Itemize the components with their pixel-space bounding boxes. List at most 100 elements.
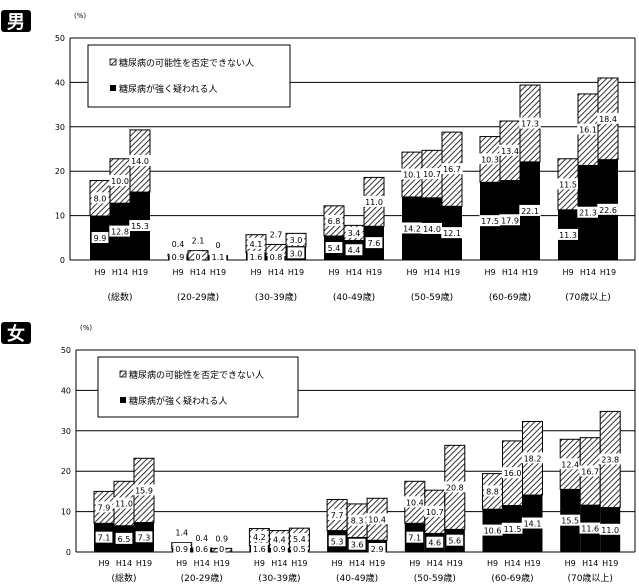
- data-label: 4.2: [253, 533, 266, 542]
- data-label-bg: [247, 251, 265, 262]
- data-label: 10.4: [406, 498, 424, 507]
- data-label: 4.1: [250, 240, 263, 249]
- x-subcategory-label: H9: [487, 559, 498, 568]
- data-label-bg: [251, 543, 268, 554]
- x-subcategory-label: H14: [271, 559, 287, 568]
- data-label: 3.0: [290, 249, 303, 258]
- data-label-bg: [401, 222, 423, 234]
- data-label: 0.9: [175, 545, 188, 554]
- data-label-bg: [291, 533, 308, 545]
- y-tick-label: 40: [61, 386, 71, 395]
- x-subcategory-label: H14: [112, 268, 128, 277]
- data-label: 14.2: [403, 224, 421, 233]
- data-label-bg: [404, 496, 426, 508]
- x-subcategory-label: H14: [427, 559, 443, 568]
- data-label: 11.3: [559, 231, 577, 240]
- data-label: 16.7: [581, 467, 599, 476]
- data-label-bg: [559, 458, 581, 470]
- panel-label: 女: [7, 323, 25, 345]
- data-label-bg: [213, 532, 231, 544]
- x-subcategory-label: H19: [214, 559, 230, 568]
- data-label-bg: [446, 534, 464, 546]
- data-label: 0.4: [172, 240, 185, 249]
- data-label: 1.6: [253, 545, 266, 554]
- x-subcategory-label: H14: [582, 559, 598, 568]
- data-label: 11.5: [559, 180, 577, 189]
- panel-label: 男: [7, 12, 25, 33]
- data-label-bg: [129, 154, 151, 166]
- data-label-bg: [441, 163, 463, 175]
- data-label: 10.1: [403, 171, 421, 180]
- data-label-bg: [173, 526, 191, 538]
- y-tick-label: 50: [55, 34, 65, 43]
- data-label: 10.4: [368, 515, 386, 524]
- data-label-bg: [193, 543, 211, 554]
- data-label-bg: [521, 452, 544, 464]
- x-category-label: (60-69歳): [489, 291, 531, 303]
- data-label: 4.4: [348, 246, 361, 255]
- x-subcategory-label: H9: [94, 268, 105, 277]
- x-subcategory-label: H19: [366, 268, 382, 277]
- data-label-bg: [109, 225, 131, 237]
- data-label-bg: [91, 232, 109, 244]
- legend-box: [97, 356, 299, 418]
- data-label-bg: [365, 237, 383, 249]
- data-label: 1.4: [175, 529, 188, 538]
- x-subcategory-label: H14: [194, 559, 210, 568]
- x-subcategory-label: H9: [98, 559, 109, 568]
- data-label: 6.5: [118, 535, 131, 544]
- y-tick-label: 0: [66, 548, 71, 557]
- x-category-label: (50-59歳): [411, 291, 453, 303]
- y-tick-label: 20: [61, 467, 71, 476]
- data-label-bg: [271, 533, 288, 545]
- y-tick-label: 30: [61, 427, 71, 436]
- data-label-bg: [577, 123, 599, 135]
- data-label-bg: [479, 153, 501, 165]
- data-label-bg: [557, 228, 579, 240]
- data-label: 0.8: [270, 253, 283, 262]
- x-subcategory-label: H19: [524, 559, 540, 568]
- data-label-bg: [501, 467, 524, 479]
- data-label-bg: [287, 234, 305, 246]
- x-category-label: (60-69歳): [491, 572, 533, 583]
- data-label: 10.7: [423, 170, 441, 179]
- y-tick-label: 40: [55, 78, 65, 87]
- data-label: 7.7: [331, 511, 344, 520]
- x-subcategory-label: H19: [291, 559, 307, 568]
- data-label-bg: [113, 497, 135, 509]
- data-label: 9.9: [94, 234, 107, 243]
- x-subcategory-label: H9: [409, 559, 420, 568]
- x-subcategory-label: H19: [602, 559, 618, 568]
- data-label: 1.6: [250, 253, 263, 262]
- x-category-label: (70歳以上): [567, 572, 612, 583]
- data-label-bg: [328, 509, 346, 521]
- data-label-bg: [499, 214, 521, 226]
- x-subcategory-label: H14: [424, 268, 440, 277]
- data-label-bg: [193, 531, 211, 543]
- data-label-bg: [421, 222, 443, 234]
- x-subcategory-label: H14: [190, 268, 206, 277]
- data-label: 10.6: [484, 527, 502, 536]
- data-label-bg: [209, 251, 227, 262]
- data-label: 7.1: [408, 534, 421, 543]
- x-subcategory-label: H14: [116, 559, 132, 568]
- data-label-bg: [189, 234, 207, 246]
- data-label-bg: [406, 531, 424, 543]
- data-label: 15.3: [131, 222, 149, 231]
- data-label-bg: [95, 531, 113, 543]
- data-label-bg: [579, 522, 601, 534]
- data-label-bg: [597, 112, 619, 124]
- data-label-bg: [519, 204, 541, 216]
- data-label: 18.2: [524, 454, 542, 463]
- data-label-bg: [559, 514, 581, 526]
- data-label-bg: [441, 227, 463, 239]
- data-label-bg: [479, 215, 501, 227]
- data-label-bg: [133, 484, 155, 496]
- data-label: 13.4: [501, 147, 519, 156]
- x-subcategory-label: H19: [288, 268, 304, 277]
- x-subcategory-label: H9: [176, 559, 187, 568]
- data-label-bg: [95, 501, 113, 513]
- chart-panel-female: 女 (%) 0 10 20 30 40 50 糖尿病の可能性を否定できない人糖尿病が強く疑われる…: [1, 322, 636, 584]
- data-label: 2.7: [270, 230, 283, 239]
- data-label: 0.6: [195, 545, 208, 554]
